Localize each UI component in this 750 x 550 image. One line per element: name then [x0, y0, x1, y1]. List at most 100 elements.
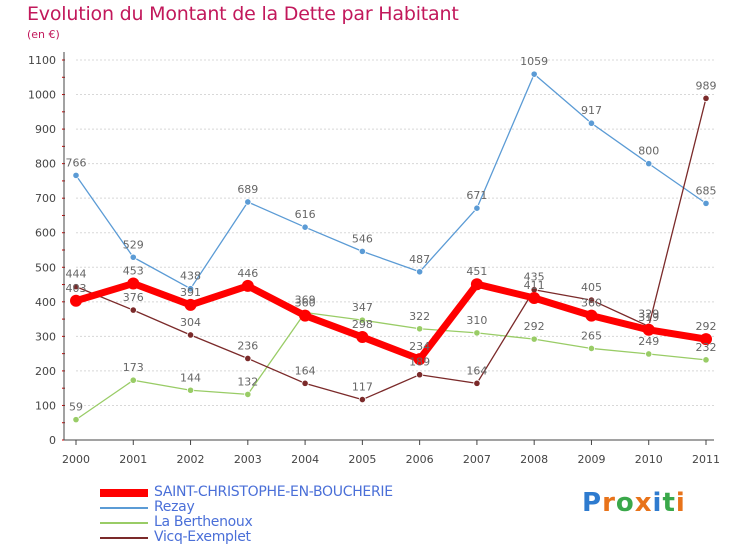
data-point [413, 353, 426, 366]
data-point [129, 376, 137, 384]
data-label: 189 [409, 356, 430, 369]
data-point [702, 94, 710, 102]
y-tick-label: 200 [35, 365, 56, 378]
data-point [587, 119, 596, 127]
data-label: 265 [581, 329, 602, 342]
logo-letter: i [675, 488, 686, 518]
data-point [642, 323, 655, 336]
x-tick-label: 2009 [577, 453, 605, 466]
data-point [186, 285, 195, 293]
data-label: 451 [466, 265, 487, 278]
y-tick-label: 100 [35, 399, 56, 412]
data-point [129, 306, 137, 314]
data-point [70, 294, 82, 307]
x-tick-label: 2000 [62, 453, 90, 466]
data-point [587, 344, 596, 353]
x-tick-label: 2003 [234, 453, 262, 466]
data-label: 446 [237, 267, 258, 280]
y-tick-label: 700 [35, 192, 56, 205]
data-point [186, 331, 195, 339]
data-point [184, 298, 197, 311]
data-point [358, 395, 366, 404]
data-point [244, 354, 252, 363]
data-point [416, 371, 424, 379]
data-label: 310 [466, 314, 487, 327]
data-label: 917 [581, 104, 602, 117]
data-point [645, 350, 653, 358]
y-tick-label: 500 [35, 261, 56, 274]
legend-swatch [100, 506, 148, 509]
logo-letter: r [602, 488, 616, 518]
data-point [244, 198, 252, 206]
legend-swatch [100, 488, 148, 497]
data-point [356, 331, 369, 344]
x-tick-label: 2008 [520, 453, 548, 466]
data-label: 989 [696, 79, 717, 92]
data-label: 671 [466, 189, 487, 202]
data-label: 234 [409, 340, 430, 353]
series-line [75, 73, 707, 290]
series-line [72, 280, 710, 363]
data-label: 689 [237, 183, 258, 196]
data-label: 616 [295, 208, 316, 221]
legend-item: Rezay [100, 500, 393, 515]
data-point [127, 277, 140, 290]
data-point [528, 292, 541, 305]
data-point [358, 247, 366, 255]
legend-item: Vicq-Exemplet [100, 530, 393, 545]
x-tick-label: 2010 [635, 453, 663, 466]
data-label: 117 [352, 381, 373, 394]
data-point [72, 171, 80, 179]
x-tick-label: 2001 [119, 453, 147, 466]
data-label: 391 [180, 286, 201, 299]
data-point [700, 333, 712, 346]
y-tick-label: 0 [49, 434, 56, 447]
x-tick-label: 2004 [291, 453, 319, 466]
data-label: 766 [66, 156, 87, 169]
data-label: 132 [237, 375, 258, 388]
y-tick-label: 400 [35, 296, 56, 309]
data-label: 59 [69, 401, 83, 414]
data-label: 347 [352, 301, 373, 314]
data-label: 444 [66, 268, 87, 281]
data-point [585, 309, 598, 322]
legend: SAINT-CHRISTOPHE-EN-BOUCHERIE Rezay La Ber… [100, 485, 393, 545]
data-label: 411 [524, 279, 545, 292]
data-label: 435 [524, 271, 545, 284]
data-label: 173 [123, 361, 144, 374]
data-label: 360 [581, 297, 602, 310]
data-point [473, 329, 481, 337]
legend-label: SAINT-CHRISTOPHE-EN-BOUCHERIE [154, 484, 393, 500]
series-line [75, 311, 707, 421]
y-tick-label: 800 [35, 158, 56, 171]
y-tick-label: 900 [35, 123, 56, 136]
data-label: 144 [180, 371, 201, 384]
legend-label: Rezay [154, 499, 195, 515]
data-point [358, 316, 366, 324]
data-point [530, 335, 538, 343]
logo-letter: t [662, 488, 676, 518]
data-point [530, 70, 538, 78]
data-label: 164 [466, 364, 487, 377]
data-point [301, 379, 309, 387]
chart-title: Evolution du Montant de la Dette par Hab… [27, 3, 459, 25]
data-label: 298 [352, 318, 373, 331]
data-label: 322 [409, 310, 430, 323]
data-point [186, 386, 195, 394]
x-tick-label: 2006 [406, 453, 434, 466]
series-line [75, 97, 707, 401]
data-label: 1059 [520, 55, 548, 68]
data-label: 292 [524, 320, 545, 333]
data-point [241, 279, 254, 292]
legend-item: La Berthenoux [100, 515, 393, 530]
data-point [244, 390, 252, 398]
data-label: 249 [638, 335, 659, 348]
logo-letter: x [634, 488, 653, 518]
data-label: 376 [123, 291, 144, 304]
data-label: 319 [638, 311, 659, 324]
data-label: 487 [409, 253, 430, 266]
data-point [301, 223, 309, 231]
y-tick-label: 300 [35, 330, 56, 343]
